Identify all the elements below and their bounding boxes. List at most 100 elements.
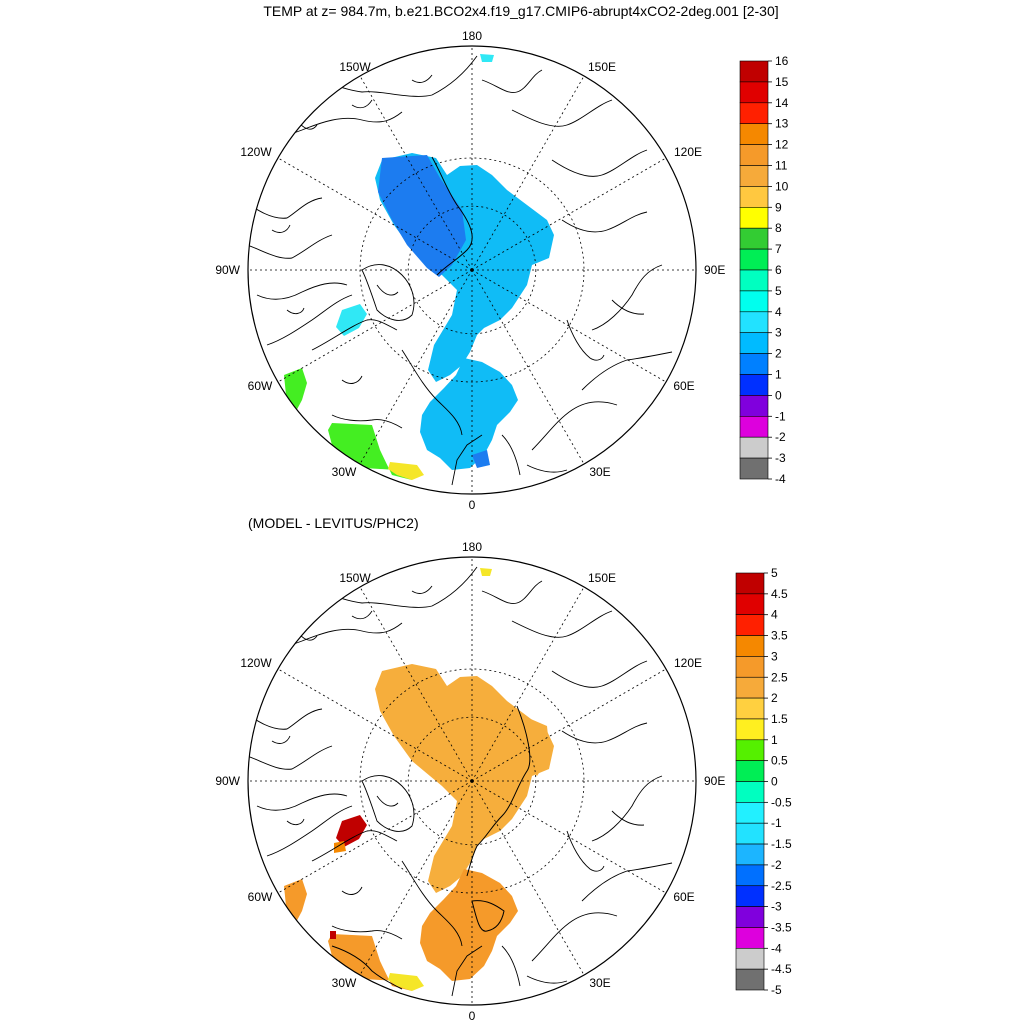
irminger-edge-fill xyxy=(330,931,336,939)
longitude-label: 30E xyxy=(589,465,610,479)
colorbar-swatch xyxy=(735,697,765,720)
bering-fill xyxy=(480,568,492,576)
coastline xyxy=(341,886,363,895)
longitude-label: 60E xyxy=(673,890,694,904)
coastline xyxy=(351,610,373,620)
longitude-label: 180 xyxy=(462,29,482,43)
map-border xyxy=(247,45,697,495)
coastline xyxy=(501,434,521,476)
baffin-bay-fill xyxy=(336,815,367,847)
coastline xyxy=(451,434,483,486)
coastline xyxy=(271,735,291,744)
model-temperature-map-plot: 180 0 90W 90E 150W 150E 120W 120E 60W 60E 30W 30E xyxy=(215,29,725,512)
colorbar-tick-label: 0.5 xyxy=(771,754,788,768)
colorbar-swatch xyxy=(739,374,769,396)
coastline xyxy=(281,566,478,608)
coastline xyxy=(591,775,663,842)
latitude-circle xyxy=(407,205,537,335)
colorbar-swatch xyxy=(735,593,765,615)
longitude-label: 30W xyxy=(332,976,357,990)
coastline xyxy=(561,722,648,744)
coastline xyxy=(331,414,403,429)
colorbar-tick-label: 6 xyxy=(775,263,782,277)
coastline xyxy=(581,862,673,902)
irminger-sea-fill xyxy=(328,934,412,991)
colorbar-tick-label: 1 xyxy=(775,368,782,382)
colorbar-tick-label: -5 xyxy=(771,983,782,997)
baffin-bay-fill xyxy=(336,304,367,336)
meridian-line xyxy=(277,668,473,782)
colorbar-swatch xyxy=(739,311,769,333)
arctic-basin-fill xyxy=(375,664,554,893)
colorbar-swatch xyxy=(735,822,765,845)
colorbar-tick-label: 9 xyxy=(775,200,782,214)
longitude-label: 90W xyxy=(215,263,240,277)
meridian-line xyxy=(471,668,667,782)
colorbar-tick-label: 5 xyxy=(775,284,782,298)
colorbar-tick-label: 1 xyxy=(771,733,778,747)
coastline xyxy=(256,793,348,811)
meridian-line xyxy=(471,157,667,271)
nordic-seas-fill xyxy=(420,358,518,470)
colorbar-swatch xyxy=(735,739,765,761)
colorbar-tick-label: 7 xyxy=(775,242,782,256)
colorbar-tick-label: -0.5 xyxy=(771,795,792,809)
colorbar-tick-label: 3.5 xyxy=(771,629,788,643)
coastline xyxy=(566,319,605,361)
colorbar-tick-label: 2.5 xyxy=(771,670,788,684)
colorbar-tick-label: 4.5 xyxy=(771,587,788,601)
longitude-label: 150E xyxy=(588,571,616,585)
colorbar-swatch xyxy=(735,718,765,741)
coastline xyxy=(311,830,398,862)
longitude-label: 90E xyxy=(704,774,725,788)
coastline xyxy=(248,234,333,259)
colorbar-tick-label: -3.5 xyxy=(771,920,792,934)
coastline xyxy=(501,945,521,987)
coastline xyxy=(611,810,645,826)
longitude-label: 150E xyxy=(588,60,616,74)
coastline xyxy=(248,622,403,682)
colorbar-swatch xyxy=(735,885,765,907)
longitude-label: 150W xyxy=(339,60,371,74)
colorbar-tick-label: 15 xyxy=(775,75,789,89)
colorbar-swatch xyxy=(739,227,769,250)
colorbar-swatch xyxy=(735,843,765,866)
coastline xyxy=(286,307,305,315)
coastline xyxy=(531,401,618,451)
meridian-line xyxy=(471,780,585,976)
colorbar-tick-label: 4 xyxy=(771,608,778,622)
coastline xyxy=(256,282,348,300)
contour-line xyxy=(466,705,531,877)
contour-line xyxy=(431,156,473,276)
coastline xyxy=(266,805,353,857)
colorbar-swatch xyxy=(739,395,769,417)
colorbar-swatch xyxy=(735,614,765,636)
coastline xyxy=(248,708,323,730)
colorbar-swatch xyxy=(735,906,765,928)
colorbar-swatch xyxy=(739,165,769,187)
colorbar-swatch xyxy=(739,248,769,271)
meridian-line xyxy=(277,269,473,383)
colorbar-swatch xyxy=(735,802,765,824)
colorbar-tick-label: -3 xyxy=(775,451,786,465)
longitude-label: 0 xyxy=(469,1009,476,1023)
meridian-line xyxy=(359,269,473,465)
colorbar-swatch xyxy=(739,60,769,83)
coastline xyxy=(526,464,568,473)
longitude-label: 0 xyxy=(469,498,476,512)
difference-colorbar: 5 4.5 4 3.5 3 2.5 2 1.5 1 0.5 0 -0.5 -1 -1.5 -2 -2.5 -3 -… xyxy=(735,566,792,997)
colorbar-swatch xyxy=(735,864,765,887)
coastline xyxy=(581,351,673,391)
colorbar-swatch xyxy=(735,968,765,991)
meridian-line xyxy=(359,75,473,271)
colorbar-swatch xyxy=(739,353,769,375)
colorbar-swatch xyxy=(735,760,765,782)
colorbar-tick-label: 3 xyxy=(771,649,778,663)
meridian-line xyxy=(471,75,585,271)
coastline xyxy=(481,69,543,93)
coastline xyxy=(611,299,645,315)
coastline xyxy=(286,818,305,826)
coastline xyxy=(248,197,323,219)
longitude-label: 60E xyxy=(673,379,694,393)
